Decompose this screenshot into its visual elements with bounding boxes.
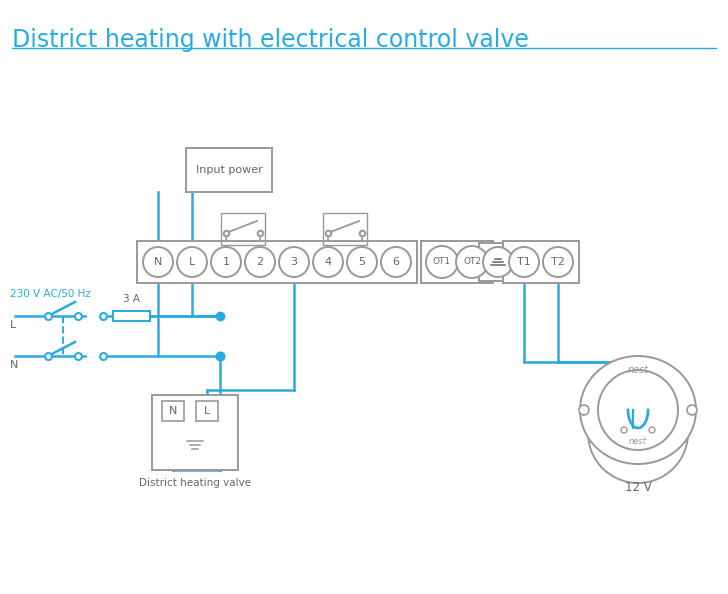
Text: 6: 6	[392, 257, 400, 267]
FancyBboxPatch shape	[479, 243, 517, 281]
Text: nest: nest	[628, 365, 649, 375]
Circle shape	[347, 247, 377, 277]
Bar	[196, 401, 218, 421]
Bar	[162, 401, 184, 421]
Circle shape	[579, 405, 589, 415]
Circle shape	[543, 247, 573, 277]
Circle shape	[509, 247, 539, 277]
Text: 12 V: 12 V	[625, 481, 652, 494]
Circle shape	[426, 246, 458, 278]
Text: T2: T2	[551, 257, 565, 267]
Bar	[152, 395, 238, 470]
Text: L: L	[10, 320, 16, 330]
Circle shape	[588, 383, 688, 483]
Text: OT2: OT2	[463, 258, 481, 267]
FancyBboxPatch shape	[421, 241, 493, 283]
Circle shape	[483, 247, 513, 277]
Circle shape	[381, 247, 411, 277]
Text: N: N	[154, 257, 162, 267]
Text: 3: 3	[290, 257, 298, 267]
Bar	[323, 213, 367, 245]
Text: T1: T1	[517, 257, 531, 267]
FancyBboxPatch shape	[503, 241, 579, 283]
Text: L: L	[204, 406, 210, 416]
Text: OT1: OT1	[433, 258, 451, 267]
Circle shape	[279, 247, 309, 277]
Ellipse shape	[580, 356, 696, 464]
Text: 4: 4	[325, 257, 331, 267]
Text: N: N	[169, 406, 177, 416]
Circle shape	[456, 246, 488, 278]
Text: nest: nest	[629, 437, 647, 446]
Text: 5: 5	[358, 257, 365, 267]
Circle shape	[177, 247, 207, 277]
Text: District heating valve: District heating valve	[139, 478, 251, 488]
Text: L: L	[189, 257, 195, 267]
Bar	[113, 311, 150, 321]
Text: N: N	[10, 360, 18, 370]
Circle shape	[649, 427, 655, 433]
Circle shape	[598, 370, 678, 450]
Circle shape	[211, 247, 241, 277]
FancyBboxPatch shape	[137, 241, 417, 283]
Text: 3 A: 3 A	[123, 294, 140, 304]
Bar	[221, 213, 265, 245]
Text: 1: 1	[223, 257, 229, 267]
Circle shape	[143, 247, 173, 277]
Circle shape	[687, 405, 697, 415]
Text: 230 V AC/50 Hz: 230 V AC/50 Hz	[10, 289, 91, 299]
Text: District heating with electrical control valve: District heating with electrical control…	[12, 28, 529, 52]
Circle shape	[245, 247, 275, 277]
Circle shape	[313, 247, 343, 277]
Text: 2: 2	[256, 257, 264, 267]
Text: Input power: Input power	[196, 165, 262, 175]
Bar	[186, 148, 272, 192]
Circle shape	[621, 427, 627, 433]
